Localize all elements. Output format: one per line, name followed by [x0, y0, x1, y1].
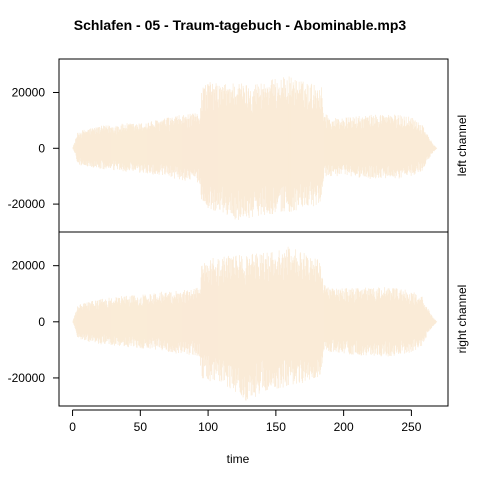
chart-title: Schlafen - 05 - Traum-tagebuch - Abomina… [74, 17, 407, 33]
x-tick-label: 200 [334, 420, 354, 434]
x-tick-label: 150 [266, 420, 286, 434]
y-tick-label: 20000 [12, 85, 46, 99]
panel-frame [58, 231, 449, 407]
x-tick-label: 50 [134, 420, 148, 434]
x-axis-label: time [227, 452, 250, 466]
channel-label: right channel [455, 285, 469, 354]
y-tick-label: 0 [38, 315, 45, 329]
channel-panel: -20000 0 20000 left channel [8, 58, 469, 233]
x-tick-label: 0 [69, 420, 76, 434]
x-axis: 0 50 100 150 200 250 [69, 409, 422, 434]
x-tick-label: 100 [198, 420, 218, 434]
y-tick-label: -20000 [8, 371, 46, 385]
waveform-fill [72, 246, 438, 401]
y-tick-label: 0 [38, 141, 45, 155]
waveform-fill [72, 76, 438, 220]
x-tick-label: 250 [401, 420, 421, 434]
channel-panel: -20000 0 20000 right channel [8, 231, 469, 407]
channel-label: left channel [455, 115, 469, 176]
channel-panels: -20000 0 20000 left channel -20000 0 20000 righ… [8, 58, 469, 407]
y-tick-label: -20000 [8, 197, 46, 211]
y-tick-label: 20000 [12, 259, 46, 273]
